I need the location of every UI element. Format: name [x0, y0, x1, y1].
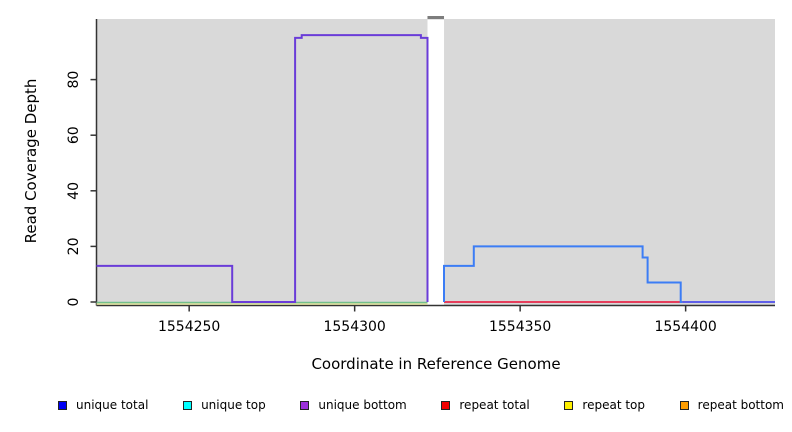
x-axis-title: Coordinate in Reference Genome	[311, 355, 560, 373]
legend: unique total unique top unique bottom repea…	[58, 399, 784, 411]
y-tick-label: 20	[66, 237, 82, 255]
series-line-unique-bottom-steps	[96, 34, 429, 303]
y-tick-label: 60	[66, 126, 82, 144]
coverage-series	[96, 34, 775, 305]
legend-label-repeat-total: repeat total	[459, 398, 530, 412]
legend-swatch-unique-bottom	[300, 400, 310, 410]
legend-label-unique-total: unique total	[76, 398, 149, 412]
legend-item-repeat-top: repeat top	[564, 399, 645, 411]
axes: 0 20 40 60 80 1554250 1554300 1554350 1554400	[66, 19, 775, 335]
legend-swatch-repeat-top	[564, 400, 574, 410]
x-tick-label: 1554300	[323, 319, 385, 335]
y-tick-label: 80	[66, 71, 82, 89]
legend-swatch-unique-total	[58, 400, 67, 410]
legend-swatch-repeat-total	[441, 400, 451, 410]
legend-item-unique-bottom: unique bottom	[300, 398, 407, 412]
legend-item-repeat-total: repeat total	[441, 398, 530, 412]
y-tick-label: 40	[66, 182, 82, 200]
legend-item-unique-total: unique total	[58, 399, 148, 411]
legend-item-unique-top: unique top	[183, 399, 266, 411]
legend-swatch-repeat-bottom	[679, 400, 689, 410]
y-axis-title: Read Coverage Depth	[22, 79, 40, 244]
legend-label-repeat-top: repeat top	[582, 398, 646, 412]
legend-label-unique-bottom: unique bottom	[318, 398, 407, 412]
legend-swatch-unique-top	[183, 400, 193, 410]
panel-right-segment	[444, 19, 775, 306]
legend-label-repeat-bottom: repeat bottom	[697, 398, 784, 412]
x-tick-label: 1554250	[158, 319, 220, 335]
panel-left-segment	[96, 19, 428, 306]
x-tick-label: 1554350	[489, 319, 551, 335]
x-tick-label: 1554400	[654, 319, 716, 335]
assembly-gap-top-mark	[427, 16, 445, 20]
legend-item-repeat-bottom: repeat bottom	[679, 398, 784, 412]
series-line-unique-total-steps	[443, 245, 683, 303]
legend-label-unique-top: unique top	[201, 398, 266, 412]
plot-panel	[96, 16, 775, 306]
y-tick-label: 0	[66, 298, 82, 307]
